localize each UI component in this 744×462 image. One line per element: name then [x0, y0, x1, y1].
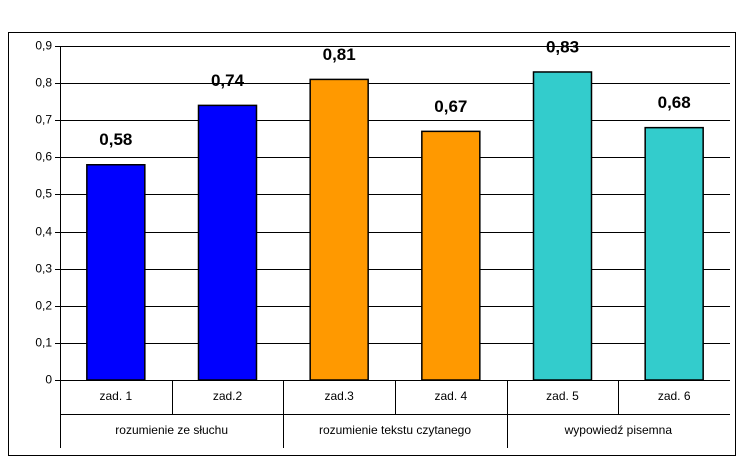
value-label: 0,74: [211, 71, 245, 90]
bar: [644, 126, 704, 381]
x-tick-label: zad. 1: [99, 389, 132, 403]
y-tick-label: 0,7: [35, 113, 52, 127]
y-tick-label: 0,4: [35, 225, 52, 239]
y-tick-label: 0,5: [35, 187, 52, 201]
group-label: rozumienie tekstu czytanego: [319, 423, 471, 437]
value-label: 0,83: [546, 37, 579, 56]
bar: [309, 78, 369, 381]
x-tick-label: zad. 5: [546, 389, 579, 403]
bar: [197, 104, 258, 381]
group-label: rozumienie ze słuchu: [115, 423, 228, 437]
y-tick-label: 0,3: [35, 262, 52, 276]
y-tick-label: 0,9: [35, 39, 52, 53]
x-tick-label: zad.3: [324, 389, 354, 403]
value-label: 0,81: [323, 45, 356, 64]
y-tick-label: 0,2: [35, 299, 52, 313]
x-tick-label: zad. 4: [434, 389, 467, 403]
group-label: wypowiedź pisemna: [564, 423, 673, 437]
y-tick-label: 0,1: [35, 336, 52, 350]
value-label: 0,68: [658, 93, 691, 112]
value-label: 0,58: [99, 130, 132, 149]
value-label: 0,67: [434, 97, 467, 116]
y-tick-label: 0,6: [35, 150, 52, 164]
x-tick-label: zad.2: [213, 389, 243, 403]
bar: [421, 130, 481, 381]
x-tick-label: zad. 6: [658, 389, 691, 403]
bar: [532, 71, 593, 381]
bar: [86, 164, 146, 381]
y-tick-label: 0,8: [35, 76, 52, 90]
y-tick-label: 0: [45, 373, 52, 387]
